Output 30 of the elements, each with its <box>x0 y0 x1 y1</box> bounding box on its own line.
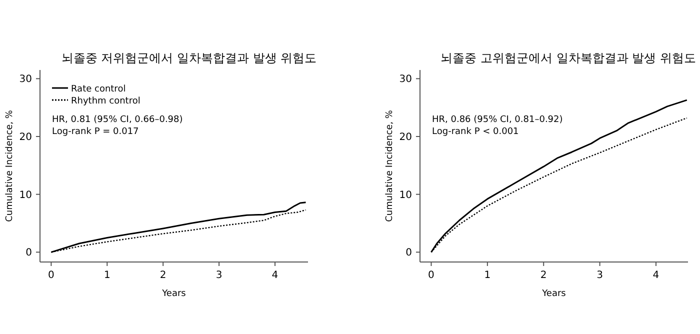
annotation: HR, 0.86 (95% CI, 0.81–0.92) <box>432 115 563 125</box>
y-tick-label: 30 <box>19 74 32 86</box>
x-tick-label: 0 <box>428 270 434 281</box>
y-tick-label: 20 <box>19 132 32 144</box>
y-tick-label: 30 <box>399 74 412 86</box>
x-tick-label: 4 <box>652 270 660 281</box>
x-tick-label: 2 <box>160 270 166 281</box>
chart-title: 뇌졸중 저위험군에서 일차복합결과 발생 위험도 <box>61 51 317 65</box>
y-tick-label: 10 <box>19 190 32 201</box>
legend-label: Rate control <box>71 84 126 94</box>
legend-label: Rhythm control <box>71 96 140 106</box>
y-tick-label: 10 <box>399 190 412 201</box>
y-tick-label: 20 <box>399 132 412 144</box>
x-tick-label: 3 <box>216 270 222 281</box>
x-tick-label: 1 <box>104 270 110 281</box>
x-tick-label: 2 <box>540 270 547 281</box>
x-tick-label: 0 <box>48 270 54 281</box>
chart-title: 뇌졸중 고위험군에서 일차복합결과 발생 위험도 <box>440 51 696 65</box>
annotation: Log-rank P < 0.001 <box>432 127 519 137</box>
x-tick-label: 4 <box>272 270 278 281</box>
annotation: Log-rank P = 0.017 <box>52 127 139 137</box>
x-tick-label: 1 <box>484 270 491 281</box>
y-axis-title: Cumulative Incidence, % <box>385 110 395 222</box>
y-tick-label: 0 <box>26 248 32 259</box>
y-tick-label: 0 <box>406 248 412 259</box>
x-axis-title: Years <box>541 289 566 299</box>
x-tick-label: 3 <box>596 270 603 281</box>
y-axis-title: Cumulative Incidence, % <box>5 110 15 222</box>
x-axis-title: Years <box>161 289 186 299</box>
annotation: HR, 0.81 (95% CI, 0.66–0.98) <box>52 115 183 125</box>
